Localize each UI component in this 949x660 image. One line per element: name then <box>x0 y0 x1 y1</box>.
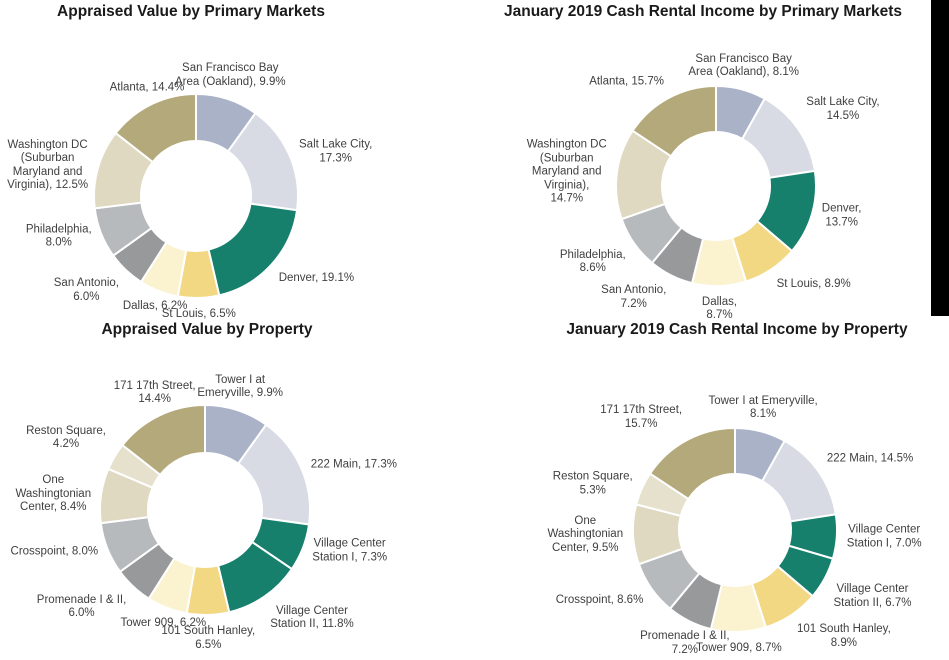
slice-label: 171 17th Street, 14.4% <box>113 379 196 406</box>
chart-title-rental-income-by-property: January 2019 Cash Rental Income by Prope… <box>566 321 908 338</box>
donut-svg <box>615 84 817 287</box>
slice-label: Crosspoint, 8.0% <box>10 545 99 558</box>
slice-label: St Louis, 8.9% <box>776 277 851 290</box>
donut-chart-rental-income-by-property: Tower I at Emeryville, 8.1% 222 Main, 14.5… <box>474 330 949 660</box>
slice-label: One Washingtonian Center, 8.4% <box>15 473 92 513</box>
donut-slice <box>114 92 197 164</box>
donut-chart-appraised-value-by-primary-markets: San Francisco Bay Area (Oakland), 9.9% Sal… <box>0 0 474 330</box>
slice-label: Promenade I & II, 6.0% <box>36 593 127 620</box>
slice-label: 101 South Hanley, 8.9% <box>797 623 891 649</box>
slice-label: 101 South Hanley, 6.5% <box>161 625 256 651</box>
slice-label: 222 Main, 17.3% <box>310 457 397 470</box>
slice-label: Dallas, 6.2% <box>122 300 188 313</box>
donut-svg <box>93 92 299 299</box>
slice-label: Philadelphia, 8.0% <box>25 223 92 249</box>
slice-label: Denver, 13.7% <box>821 202 862 229</box>
donut-slice <box>631 84 717 158</box>
donut-slice <box>648 426 736 501</box>
donut-svg <box>632 426 838 633</box>
slice-label: Promenade I & II, 7.2% <box>640 630 730 656</box>
slice-label: 222 Main, 14.5% <box>826 452 914 465</box>
slice-label: Reston Square, 4.2% <box>26 424 106 451</box>
slice-label: Washington DC (Suburban Maryland and Virgin… <box>526 138 607 205</box>
slice-label: San Francisco Bay Area (Oakland), 9.9% <box>175 62 286 88</box>
slice-label: Salt Lake City, 14.5% <box>806 96 880 122</box>
slice-label: Washington DC (Suburban Maryland and Virgin… <box>7 138 89 192</box>
slice-label: Village Center Station II, 6.7% <box>833 583 912 609</box>
slice-label: Village Center Station I, 7.0% <box>846 523 922 550</box>
slice-label: Tower I at Emeryville, 8.1% <box>708 394 818 421</box>
donut-slice <box>121 403 206 477</box>
slice-label: Denver, 19.1% <box>278 271 355 284</box>
slice-label: San Francisco Bay Area (Oakland), 8.1% <box>688 52 799 79</box>
slice-label: Reston Square, 5.3% <box>552 470 633 497</box>
slice-label: Philadelphia, 8.6% <box>559 248 626 275</box>
slice-label: Village Center Station I, 7.3% <box>312 537 388 564</box>
slice-label: Atlanta, 14.4% <box>109 81 185 94</box>
donut-svg <box>99 403 311 616</box>
chart-title-appraised-value-by-primary-markets: Appraised Value by Primary Markets <box>57 3 325 20</box>
slice-label: Dallas, 8.7% <box>701 295 738 322</box>
chart-title-rental-income-by-primary-markets: January 2019 Cash Rental Income by Prima… <box>503 3 903 20</box>
slice-label: 171 17th Street, 15.7% <box>600 404 683 430</box>
slice-label: San Antonio, 7.2% <box>601 284 667 310</box>
donut-chart-appraised-value-by-property: Tower I at Emeryville, 9.9% 222 Main, 17.3… <box>0 330 474 660</box>
slice-label: Tower I at Emeryville, 9.9% <box>197 373 284 400</box>
slice-label: Tower 909, 8.7% <box>696 641 782 654</box>
slice-label: Village Center Station II, 11.8% <box>270 604 354 631</box>
slice-label: Salt Lake City, 17.3% <box>299 138 373 165</box>
right-black-bar <box>931 0 949 316</box>
slice-label: St Louis, 6.5% <box>161 308 236 320</box>
slice-label: Atlanta, 15.7% <box>589 75 664 88</box>
chart-title-appraised-value-by-property: Appraised Value by Property <box>101 321 313 338</box>
donut-chart-rental-income-by-primary-markets: San Francisco Bay Area (Oakland), 8.1% Sal… <box>474 0 949 330</box>
slice-label: San Antonio, 6.0% <box>53 277 119 303</box>
slice-label: Crosspoint, 8.6% <box>555 594 644 607</box>
slice-label: Tower 909, 6.2% <box>120 617 207 630</box>
slice-label: One Washingtonian Center, 9.5% <box>547 514 624 554</box>
